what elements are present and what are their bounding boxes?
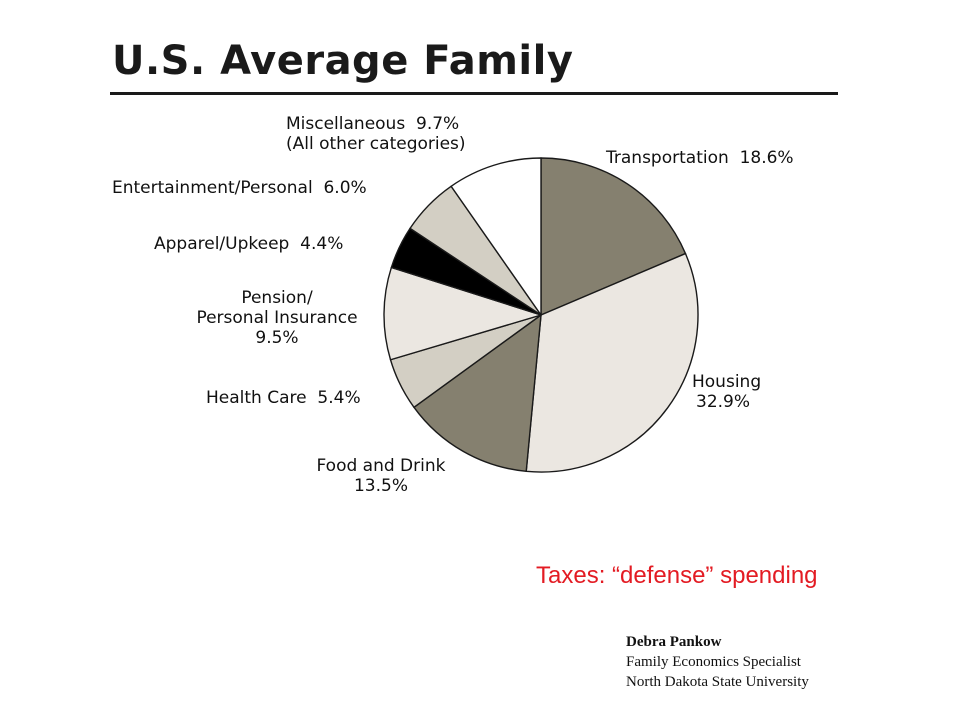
pie-slice-housing [525,252,699,473]
label-health-name: Health Care [206,388,307,408]
chart-title: U.S. Average Family [112,38,574,84]
label-transportation-pct: 18.6% [739,148,794,168]
label-pension: Pension/ Personal Insurance 9.5% [174,288,380,348]
author-credit: Debra Pankow Family Economics Specialist… [626,632,809,692]
label-housing-pct: 32.9% [696,392,751,412]
label-misc-pct: 9.7% [416,114,460,134]
label-apparel: Apparel/Upkeep 4.4% [154,234,343,254]
pie-slice-food-and-drink [413,314,542,472]
label-transportation: Transportation 18.6% [606,148,794,168]
label-misc: Miscellaneous 9.7% (All other categories… [286,114,466,154]
label-pension-pct: 9.5% [255,328,299,348]
label-food: Food and Drink 13.5% [296,456,466,496]
label-apparel-pct: 4.4% [300,234,344,254]
label-entertainment: Entertainment/Personal 6.0% [112,178,367,198]
label-pension-line2: Personal Insurance [196,308,358,328]
label-entertainment-name: Entertainment/Personal [112,178,313,198]
label-misc-name: Miscellaneous [286,114,406,134]
label-health: Health Care 5.4% [206,388,361,408]
credit-name: Debra Pankow [626,634,722,650]
label-misc-line2: (All other categories) [286,134,466,154]
credit-org: North Dakota State University [626,674,809,690]
label-food-pct: 13.5% [353,476,408,496]
credit-role: Family Economics Specialist [626,654,801,670]
label-entertainment-pct: 6.0% [323,178,367,198]
defense-spending-note: Taxes: “defense” spending [536,562,818,589]
pie-slice-pension-personal-insurance [383,266,542,361]
pie-slice-transportation [540,157,687,316]
label-pension-line1: Pension/ [241,288,313,308]
label-housing-name: Housing [692,372,762,392]
label-health-pct: 5.4% [317,388,361,408]
label-food-name: Food and Drink [316,456,446,476]
label-transportation-name: Transportation [606,148,729,168]
pie-slice-miscellaneous-all-other-categories [450,157,542,316]
label-apparel-name: Apparel/Upkeep [154,234,290,254]
label-housing: Housing 32.9% [692,372,761,412]
title-underline [110,92,838,95]
